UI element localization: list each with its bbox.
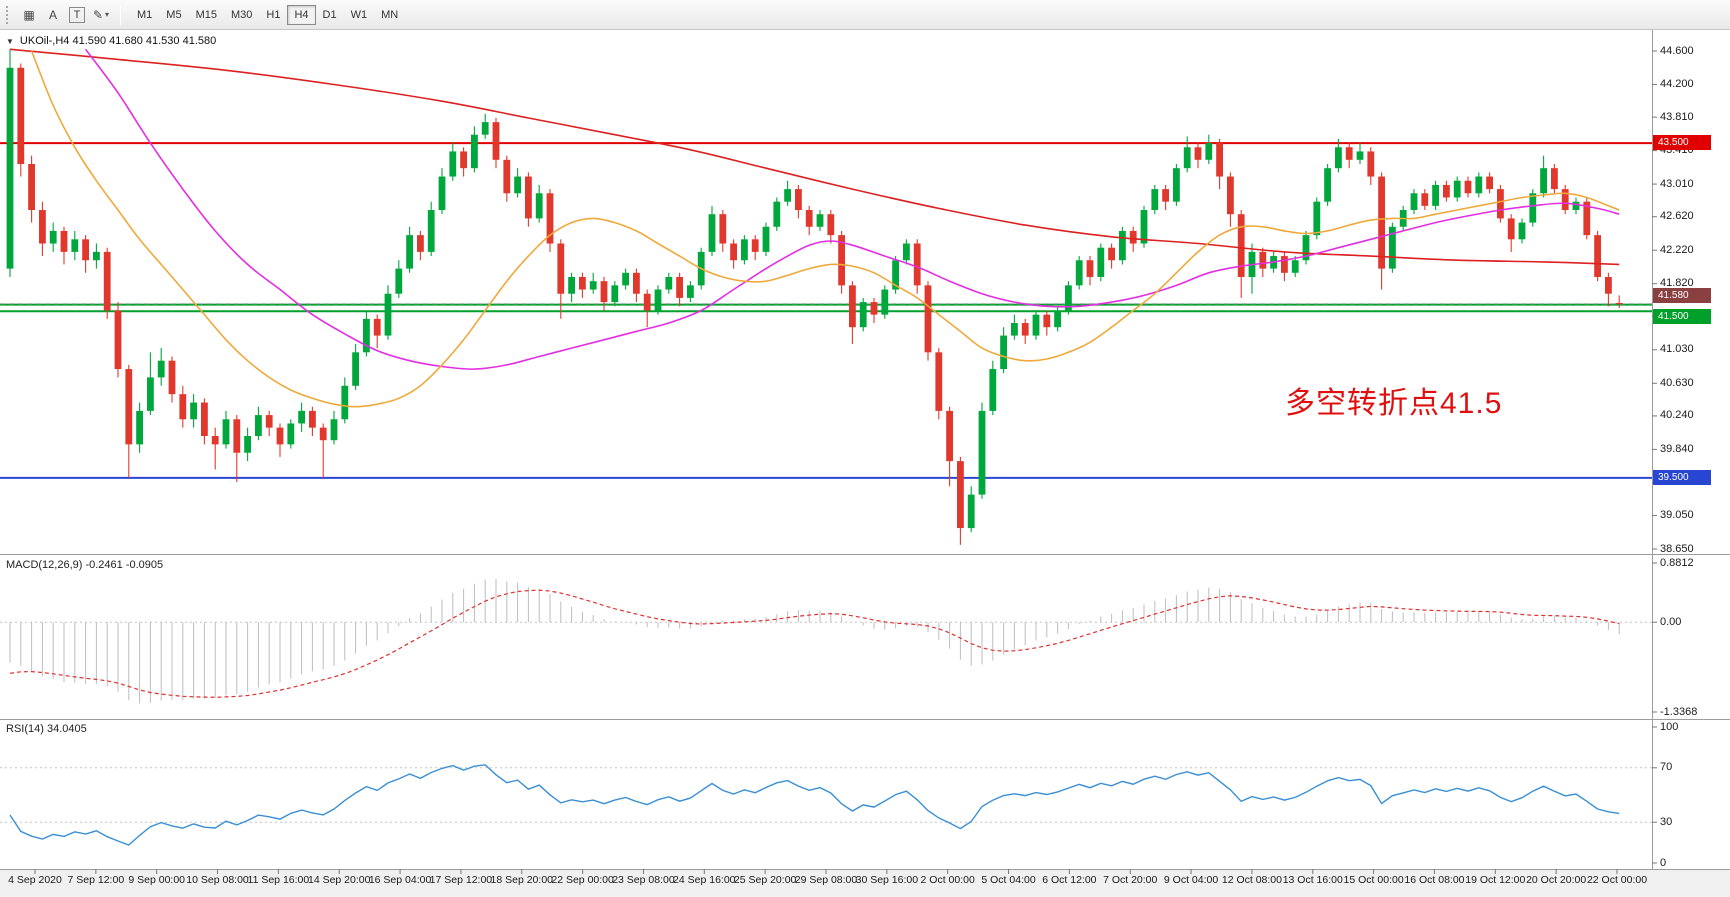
text-box-tool-button[interactable]: T: [65, 4, 89, 26]
timeframe-button-w1[interactable]: W1: [344, 5, 375, 25]
timeframe-button-mn[interactable]: MN: [374, 5, 405, 25]
chart-plot-area[interactable]: [0, 30, 1652, 554]
rsi-line: [9, 764, 1620, 846]
time-axis-strip: [0, 869, 1730, 897]
macd-panel-separator[interactable]: [0, 550, 1730, 559]
text-label-tool-button[interactable]: A: [41, 4, 65, 26]
toolbar: ▦ A T ✎ ▾ M1 M5 M15 M30 H1 H4 D1 W1 MN: [0, 0, 1730, 30]
timeframe-button-m1[interactable]: M1: [130, 5, 159, 25]
drawing-tools-button[interactable]: ✎ ▾: [89, 4, 113, 26]
timeframe-button-m15[interactable]: M15: [189, 5, 224, 25]
rsi-panel-separator[interactable]: [0, 715, 1730, 724]
timeframe-button-m5[interactable]: M5: [159, 5, 188, 25]
timeframe-button-h1[interactable]: H1: [259, 5, 287, 25]
toolbar-separator: [120, 4, 121, 25]
macd-histogram: [9, 579, 1620, 704]
ma-slow-line: [9, 48, 1620, 266]
timeframe-button-d1[interactable]: D1: [316, 5, 344, 25]
annotation-text[interactable]: 多空转折点41.5: [1285, 387, 1503, 420]
chart-menu-icon[interactable]: ▼: [6, 36, 14, 46]
timeframe-button-m30[interactable]: M30: [224, 5, 259, 25]
toolbar-grip[interactable]: [6, 5, 11, 24]
candlestick-series: [6, 49, 1623, 545]
ma-medium-line: [84, 48, 1620, 370]
ma-fast-line: [30, 50, 1620, 408]
dropdown-caret-icon: ▾: [105, 10, 110, 19]
text-box-icon: T: [69, 6, 85, 23]
chart-grid-icon[interactable]: ▦: [17, 4, 41, 26]
macd-signal-line: [9, 589, 1620, 698]
timeframe-button-h4[interactable]: H4: [287, 4, 316, 25]
timeframe-group: M1 M5 M15 M30 H1 H4 D1 W1 MN: [130, 4, 405, 25]
pencil-icon: ✎: [92, 7, 104, 22]
